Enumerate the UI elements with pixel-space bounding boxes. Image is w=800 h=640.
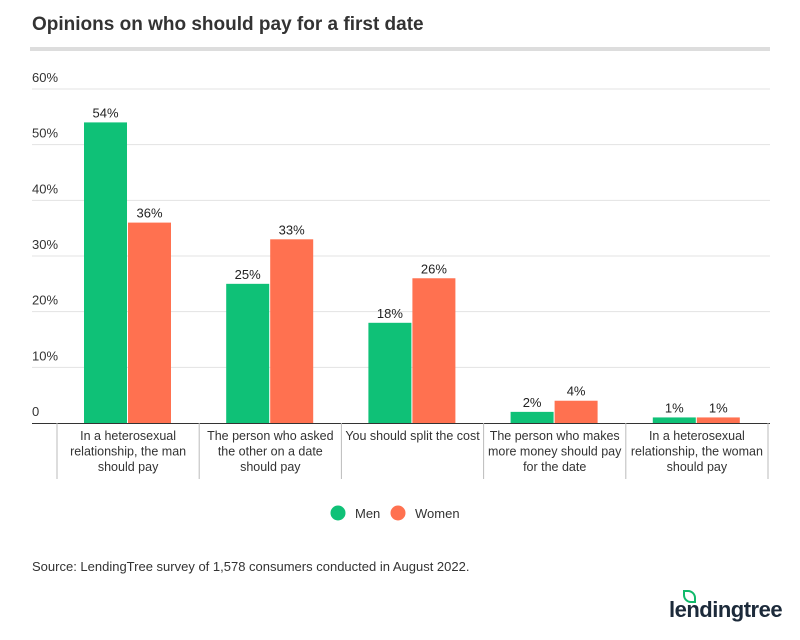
y-tick-label: 40% [32, 181, 58, 196]
x-tick-label: the other on a date [218, 445, 323, 459]
legend-label: Men [355, 506, 380, 521]
leaf-icon [683, 590, 696, 603]
data-label: 4% [567, 384, 586, 399]
bar-women [270, 239, 314, 423]
x-tick-label: You should split the cost [345, 429, 480, 443]
lendingtree-logo: lendingtree [669, 597, 783, 622]
data-label: 54% [92, 105, 118, 120]
x-tick-label: The person who makes [490, 429, 620, 443]
data-label: 2% [523, 395, 542, 410]
y-tick-label: 0 [32, 404, 39, 419]
bar-men [510, 411, 554, 423]
data-label: 36% [136, 206, 162, 221]
x-tick-label: for the date [523, 460, 586, 474]
bar-women [412, 278, 456, 423]
y-tick-label: 20% [32, 293, 58, 308]
bar-women [696, 417, 740, 423]
x-tick-label: should pay [240, 460, 301, 474]
x-tick-label: should pay [667, 460, 728, 474]
x-tick-label: In a heterosexual [649, 429, 745, 443]
bar-men [368, 322, 412, 423]
y-tick-label: 50% [32, 126, 58, 141]
x-tick-label: In a heterosexual [80, 429, 176, 443]
data-label: 18% [377, 306, 403, 321]
data-label: 1% [665, 400, 684, 415]
legend-marker-men [330, 505, 346, 521]
x-tick-label: The person who asked [207, 429, 334, 443]
bar-women [554, 400, 598, 423]
source-note: Source: LendingTree survey of 1,578 cons… [32, 559, 470, 574]
data-label: 25% [235, 267, 261, 282]
data-label: 26% [421, 261, 447, 276]
data-label: 1% [709, 400, 728, 415]
bar-men [84, 122, 127, 424]
chart-title: Opinions on who should pay for a first d… [32, 14, 424, 35]
bar-men [652, 417, 696, 423]
y-tick-label: 10% [32, 348, 58, 363]
x-tick-label: relationship, the woman [631, 445, 763, 459]
bar-men [226, 283, 270, 423]
title-divider [30, 47, 770, 51]
bar-women [128, 222, 171, 423]
y-tick-label: 60% [32, 70, 58, 85]
data-label: 33% [279, 222, 305, 237]
y-tick-label: 30% [32, 237, 58, 252]
x-tick-label: relationship, the man [70, 445, 186, 459]
legend-marker-women [390, 505, 406, 521]
legend-label: Women [415, 506, 460, 521]
x-tick-label: more money should pay [488, 445, 622, 459]
x-tick-label: should pay [98, 460, 159, 474]
